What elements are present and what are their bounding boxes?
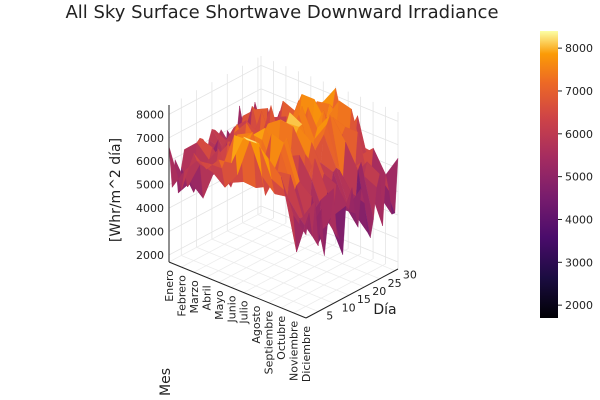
grid-line [243,243,336,293]
x-tick-label: Septiembre [263,310,276,374]
z-tick-label: 6000 [136,155,164,168]
y-tick-label: 10 [342,301,356,314]
x-tick-label: Julio [238,300,251,324]
colorbar-tick-label: 8000 [565,42,593,55]
chart-title: All Sky Surface Shortwave Downward Irrad… [65,2,498,23]
grid-line [280,258,374,309]
z-tick-label: 4000 [136,202,164,215]
colorbar-tick-label: 6000 [565,128,593,141]
grid-line [168,65,262,115]
grid-line [260,205,399,263]
colorbar-ticks: 2000 3000 4000 5000 6000 7000 8000 [558,42,593,312]
grid-line [168,212,262,263]
colorbar-gradient [540,31,558,318]
colorbar-tick-label: 5000 [565,171,593,184]
y-tick-label: 30 [403,269,417,282]
z-tick-label: 7000 [136,132,164,145]
y-axis-line [305,268,399,319]
surface-cell [293,213,310,253]
x-tick-label: Diciembre [300,326,313,382]
y-axis-label: Día [373,302,396,318]
x-tick-label: Agosto [250,305,263,343]
z-tick-label: 5000 [136,179,164,192]
x-axis-line [168,261,307,319]
grid-line [257,214,396,272]
surface-plot [168,87,399,256]
grid-line [181,255,319,312]
x-tick-label: Octubre [275,316,288,360]
grid-line [193,222,287,273]
z-tick-label: 2000 [136,249,164,262]
grid-line [168,205,262,256]
grid-line [196,246,334,304]
colorbar: 2000 3000 4000 5000 6000 7000 8000 [540,31,593,318]
grid-line [268,253,361,304]
x-tick-label: Junio [225,295,238,323]
colorbar-tick-label: 3000 [565,256,593,269]
grid-line [211,238,350,296]
grid-line [293,263,386,314]
grid-line [227,230,365,288]
tick-labels: 2000 3000 4000 5000 6000 7000 8000 Enero Febrero… [136,108,417,382]
x-tick-label: Mayo [213,290,226,320]
axes [168,105,399,319]
x-axis-label: Mes [158,368,174,396]
x-tick-label: Enero [163,270,176,302]
y-tick-label: 25 [388,277,402,290]
grid-line [168,88,262,139]
grid-line [260,65,399,122]
grid-line [255,248,349,298]
x-tick-label: Febrero [176,275,189,317]
z-tick-label: 8000 [136,108,164,121]
grid-line [181,217,274,268]
colorbar-tick-label: 2000 [565,299,593,312]
x-tick-label: Noviembre [288,321,301,381]
y-tick-label: 20 [372,285,386,298]
colorbar-tick-label: 4000 [565,213,593,226]
y-tick-label: 15 [357,293,371,306]
grid-line [206,227,299,278]
x-tick-label: Abril [200,285,213,310]
y-tick-label: 5 [326,309,333,322]
grid-line [242,222,380,280]
z-axis-label: [Whr/m^2 día] [108,138,124,242]
colorbar-tick-label: 7000 [565,85,593,98]
x-tick-label: Marzo [188,280,201,314]
z-tick-label: 3000 [136,226,164,239]
grid-line [231,238,324,288]
grid-line [168,182,262,232]
